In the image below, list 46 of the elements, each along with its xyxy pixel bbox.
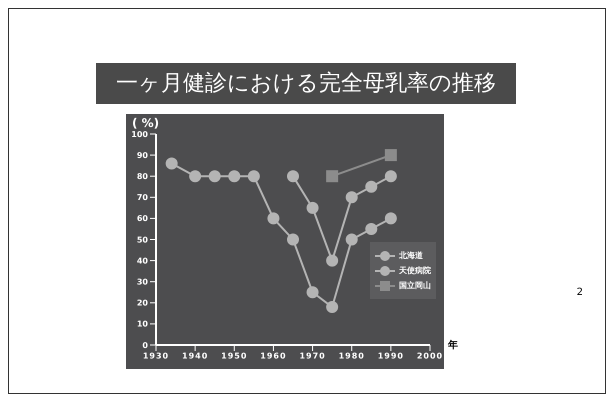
x-tick-label: 1980	[338, 352, 365, 361]
x-tick-label: 1950	[221, 352, 248, 361]
legend-label: 北海道	[399, 250, 423, 261]
y-tick-label: 10	[136, 320, 148, 329]
legend-label: 国立岡山	[399, 280, 431, 291]
x-tick-label: 2000	[416, 352, 444, 361]
point	[384, 170, 397, 182]
x-tick-label: 1970	[299, 352, 326, 361]
y-tick-label: 20	[136, 298, 148, 308]
y-tick-label: 60	[136, 214, 148, 224]
y-tick-label: 50	[136, 235, 148, 244]
point	[346, 191, 358, 204]
point	[384, 212, 397, 224]
y-tick-label: 40	[136, 256, 148, 266]
point	[306, 286, 319, 298]
point	[287, 170, 299, 182]
point	[326, 170, 338, 182]
x-axis-title: 年	[448, 338, 458, 352]
point	[306, 202, 319, 214]
chart-title: 一ヶ月健診における完全母乳率の推移	[96, 63, 516, 104]
y-axis-title: ( %)	[132, 116, 160, 130]
y-tick-label: 30	[136, 278, 148, 287]
y-tick-label: 70	[136, 193, 148, 202]
point	[267, 212, 280, 224]
point	[365, 180, 378, 193]
point	[208, 170, 221, 182]
point	[365, 222, 378, 235]
x-tick-label: 1960	[260, 352, 287, 361]
legend-label: 天使病院	[399, 265, 431, 276]
point	[326, 301, 338, 314]
point	[189, 170, 202, 182]
x-tick-label: 1940	[182, 352, 208, 361]
point	[287, 234, 299, 246]
y-tick-label: 100	[131, 130, 148, 139]
y-tick-label: 0	[142, 340, 148, 350]
point	[326, 254, 338, 267]
point	[166, 158, 178, 170]
point	[346, 234, 358, 246]
point	[384, 149, 397, 162]
y-tick-label: 90	[136, 150, 148, 160]
point	[248, 170, 260, 182]
x-tick-label: 1990	[378, 352, 404, 361]
point	[228, 170, 240, 182]
y-tick-label: 80	[136, 172, 148, 182]
text: 2	[576, 287, 583, 298]
x-tick-label: 1930	[142, 352, 170, 361]
